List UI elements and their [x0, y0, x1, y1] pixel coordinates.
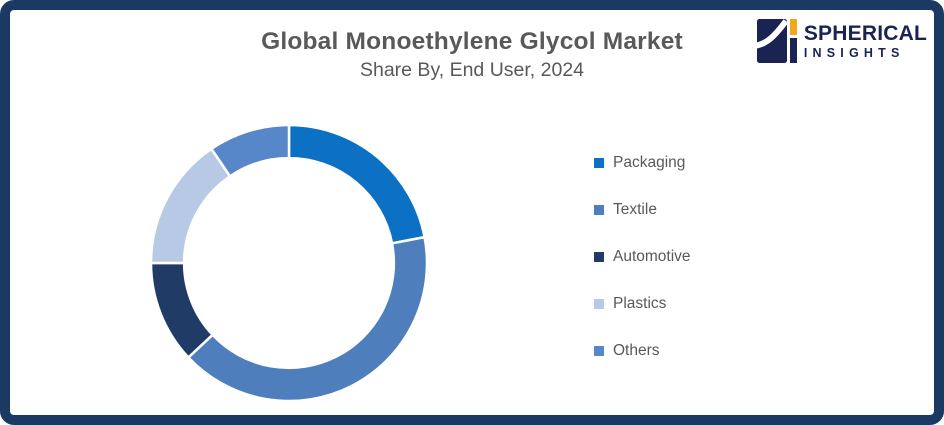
- legend-label-packaging: Packaging: [613, 154, 686, 171]
- brand-name-bottom: INSIGHTS: [803, 45, 905, 60]
- legend-item-plastics: Plastics: [594, 294, 691, 314]
- brand-logo: SPHERICAL INSIGHTS: [756, 18, 927, 64]
- legend-item-automotive: Automotive: [594, 247, 691, 267]
- legend-label-plastics: Plastics: [613, 295, 667, 312]
- legend-item-packaging: Packaging: [594, 153, 691, 173]
- spherical-insights-logo-icon: [756, 19, 797, 63]
- donut-slice-packaging: [287, 123, 426, 245]
- donut-slice-textile: [187, 235, 429, 403]
- page-title: Global Monoethylene Glycol Market: [261, 28, 683, 55]
- legend-swatch-textile: [594, 205, 604, 215]
- donut-slice-others: [210, 123, 291, 178]
- chart-subtitle: Share By, End User, 2024: [359, 59, 585, 81]
- logo-i-stem: [789, 38, 797, 63]
- legend-swatch-automotive: [594, 252, 604, 262]
- legend-label-others: Others: [613, 342, 660, 359]
- legend-swatch-others: [594, 346, 604, 356]
- donut-slice-automotive: [149, 261, 214, 359]
- brand-wordmark: SPHERICAL INSIGHTS: [804, 23, 927, 60]
- brand-name-top: SPHERICAL: [803, 21, 927, 45]
- chart-legend: Packaging Textile Automotive Plastics Ot…: [594, 153, 691, 361]
- donut-chart: [149, 123, 429, 403]
- logo-i-dot: [789, 19, 797, 35]
- legend-label-automotive: Automotive: [613, 248, 691, 265]
- legend-item-others: Others: [594, 341, 691, 361]
- legend-swatch-plastics: [594, 299, 604, 309]
- legend-item-textile: Textile: [594, 200, 691, 220]
- chart-header: Global Monoethylene Glycol Market Share …: [10, 28, 934, 82]
- legend-swatch-packaging: [594, 158, 604, 168]
- donut-slice-plastics: [149, 147, 232, 265]
- legend-label-textile: Textile: [613, 201, 657, 218]
